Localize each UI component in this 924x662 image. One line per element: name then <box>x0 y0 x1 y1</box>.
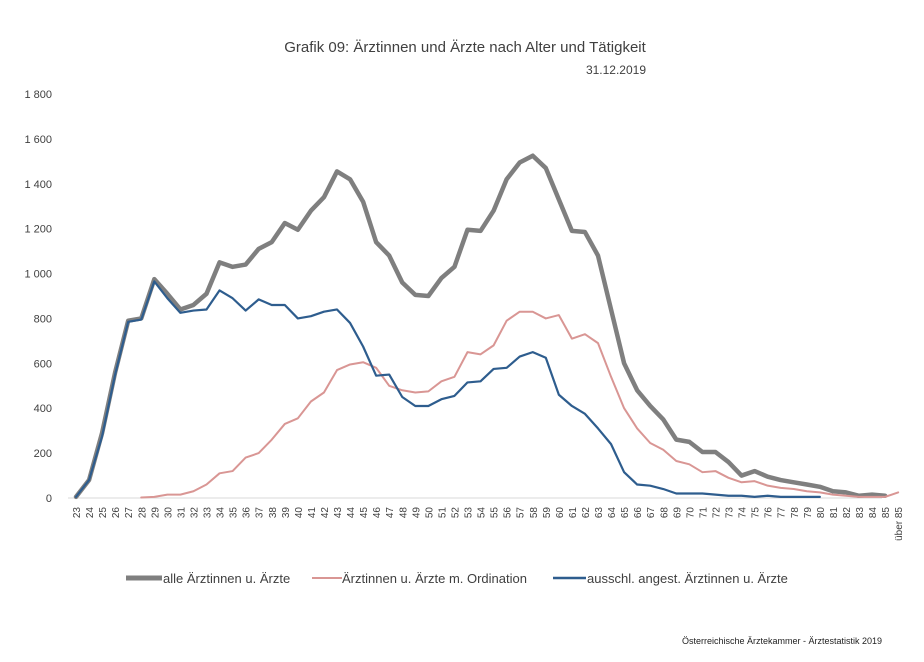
y-tick-label: 600 <box>34 358 52 370</box>
x-tick-label: 67 <box>646 507 657 519</box>
x-tick-label: 26 <box>111 507 122 519</box>
x-tick-label: 49 <box>411 507 422 519</box>
x-tick-label: 60 <box>555 507 566 519</box>
x-tick-label: 78 <box>790 507 801 519</box>
legend-label-angestellt: ausschl. angest. Ärztinnen u. Ärzte <box>587 571 788 586</box>
x-tick-label: 36 <box>242 507 253 519</box>
x-tick-label: 81 <box>829 507 840 519</box>
x-tick-label: 46 <box>372 507 383 519</box>
series-line-angestellt <box>74 280 821 498</box>
x-tick-label: 25 <box>98 507 109 519</box>
x-tick-label: 30 <box>163 507 174 519</box>
x-tick-label: 58 <box>529 507 540 519</box>
x-axis: 23 24 25 26 27 28 29 30 31 32 33 34 35 36 37 38 39 40 41 42… <box>72 507 905 541</box>
x-tick-label: 38 <box>268 507 279 519</box>
chart-title: Grafik 09: Ärztinnen und Ärzte nach Alte… <box>284 39 646 56</box>
x-tick-label: 83 <box>855 507 866 519</box>
x-tick-label: 35 <box>229 507 240 519</box>
x-tick-label: 23 <box>72 507 83 519</box>
y-tick-label: 800 <box>34 313 52 325</box>
source-note: Österreichische Ärztekammer - Ärztestati… <box>682 636 882 646</box>
x-tick-label: über 85 <box>894 507 905 541</box>
series-line-alle <box>73 153 888 500</box>
x-tick-label: 56 <box>503 507 514 519</box>
x-tick-label: 33 <box>203 507 214 519</box>
x-tick-label: 55 <box>490 507 501 519</box>
x-tick-label: 53 <box>464 507 475 519</box>
x-tick-label: 54 <box>477 507 488 519</box>
x-tick-label: 74 <box>738 507 749 519</box>
x-tick-label: 34 <box>216 507 227 519</box>
x-tick-label: 64 <box>607 507 618 519</box>
x-tick-label: 31 <box>176 507 187 519</box>
y-tick-label: 1 000 <box>24 269 52 281</box>
x-tick-label: 69 <box>672 507 683 519</box>
x-tick-label: 51 <box>437 507 448 519</box>
x-tick-label: 59 <box>542 507 553 519</box>
x-tick-label: 32 <box>189 507 200 519</box>
y-tick-label: 0 <box>46 493 52 505</box>
x-tick-label: 48 <box>398 507 409 519</box>
y-tick-label: 1 800 <box>24 89 52 101</box>
y-tick-label: 400 <box>34 403 52 415</box>
x-tick-label: 43 <box>333 507 344 519</box>
chart-subtitle: 31.12.2019 <box>586 63 646 77</box>
x-tick-label: 27 <box>124 507 135 519</box>
x-tick-label: 73 <box>725 507 736 519</box>
legend-label-alle: alle Ärztinnen u. Ärzte <box>163 571 290 586</box>
x-tick-label: 50 <box>424 507 435 519</box>
legend: alle Ärztinnen u. Ärzte Ärztinnen u. Ärz… <box>126 571 788 586</box>
series-lines <box>73 153 900 500</box>
x-tick-label: 77 <box>777 507 788 519</box>
x-tick-label: 80 <box>816 507 827 519</box>
x-tick-label: 84 <box>868 507 879 519</box>
x-tick-label: 57 <box>516 507 527 519</box>
x-tick-label: 42 <box>320 507 331 519</box>
x-tick-label: 63 <box>594 507 605 519</box>
x-tick-label: 37 <box>255 507 266 519</box>
x-tick-label: 47 <box>385 507 396 519</box>
x-tick-label: 79 <box>803 507 814 519</box>
x-tick-label: 76 <box>764 507 775 519</box>
x-tick-label: 70 <box>685 507 696 519</box>
x-tick-label: 39 <box>281 507 292 519</box>
x-tick-label: 71 <box>698 507 709 519</box>
legend-label-ordination: Ärztinnen u. Ärzte m. Ordination <box>342 571 527 586</box>
x-tick-label: 24 <box>85 507 96 519</box>
y-tick-label: 200 <box>34 448 52 460</box>
x-tick-label: 65 <box>620 507 631 519</box>
y-axis: 0 200 400 600 800 1 000 1 200 1 400 1 600 1 800 <box>24 89 52 505</box>
y-tick-label: 1 200 <box>24 224 52 236</box>
x-tick-label: 72 <box>711 507 722 519</box>
x-tick-label: 68 <box>659 507 670 519</box>
series-line-ordination <box>140 310 900 499</box>
y-tick-label: 1 400 <box>24 179 52 191</box>
x-tick-label: 52 <box>450 507 461 519</box>
x-tick-label: 45 <box>359 507 370 519</box>
x-tick-label: 28 <box>137 507 148 519</box>
x-tick-label: 85 <box>881 507 892 519</box>
x-tick-label: 40 <box>294 507 305 519</box>
x-tick-label: 82 <box>842 507 853 519</box>
x-tick-label: 41 <box>307 507 318 519</box>
x-tick-label: 61 <box>568 507 579 519</box>
x-tick-label: 44 <box>346 507 357 519</box>
x-tick-label: 66 <box>633 507 644 519</box>
x-tick-label: 29 <box>150 507 161 519</box>
x-tick-label: 62 <box>581 507 592 519</box>
y-tick-label: 1 600 <box>24 134 52 146</box>
x-tick-label: 75 <box>751 507 762 519</box>
